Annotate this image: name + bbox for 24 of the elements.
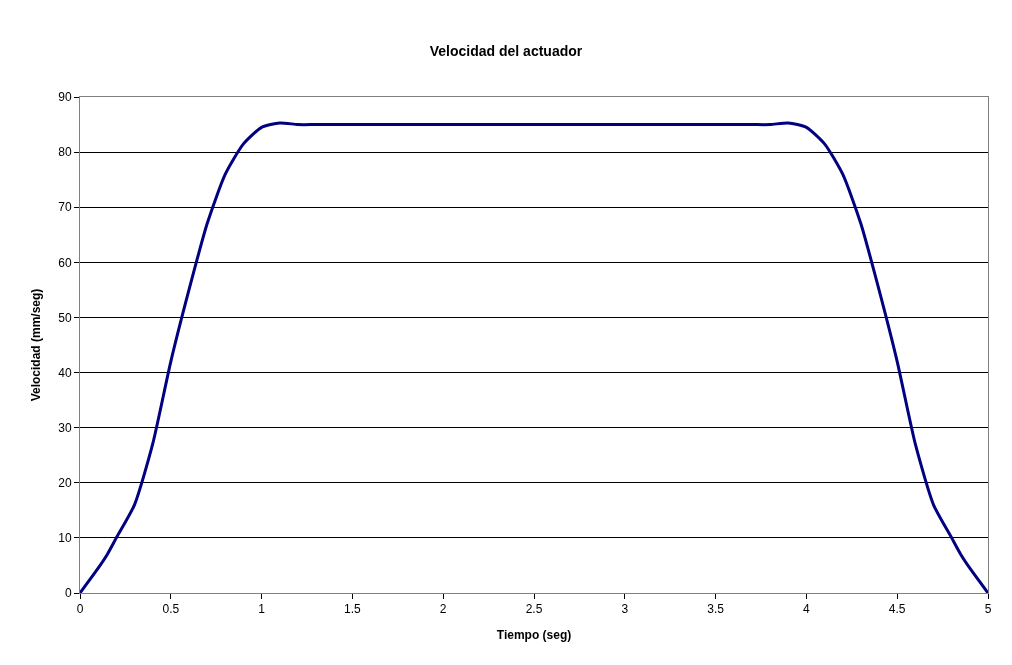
x-tick-label: 0.5: [162, 602, 180, 617]
y-tick-label: 0: [64, 586, 72, 601]
y-tick-label: 90: [58, 90, 72, 105]
y-tick-label: 10: [58, 531, 72, 546]
x-tick-label: 0: [76, 602, 84, 617]
y-tick-label: 40: [58, 365, 72, 380]
chart-title: Velocidad del actuador: [429, 43, 583, 60]
y-tick-label: 20: [58, 475, 72, 490]
x-axis-title: Tiempo (seg): [496, 628, 572, 643]
y-tick-label: 50: [58, 310, 72, 325]
y-tick-label: 70: [58, 200, 72, 215]
x-tick-label: 2.5: [525, 602, 543, 617]
y-tick-label: 80: [58, 145, 72, 160]
x-tick-label: 1: [258, 602, 266, 617]
x-tick-label: 5: [984, 602, 992, 617]
x-tick-label: 3.5: [707, 602, 725, 617]
y-tick-label: 60: [58, 255, 72, 270]
y-tick-label: 30: [58, 420, 72, 435]
x-tick-label: 4: [803, 602, 811, 617]
x-tick-label: 2: [439, 602, 447, 617]
x-tick-label: 4.5: [888, 602, 906, 617]
x-tick-label: 1.5: [344, 602, 362, 617]
y-axis-title: Velocidad (mm/seg): [28, 288, 43, 402]
x-tick-label: 3: [621, 602, 629, 617]
